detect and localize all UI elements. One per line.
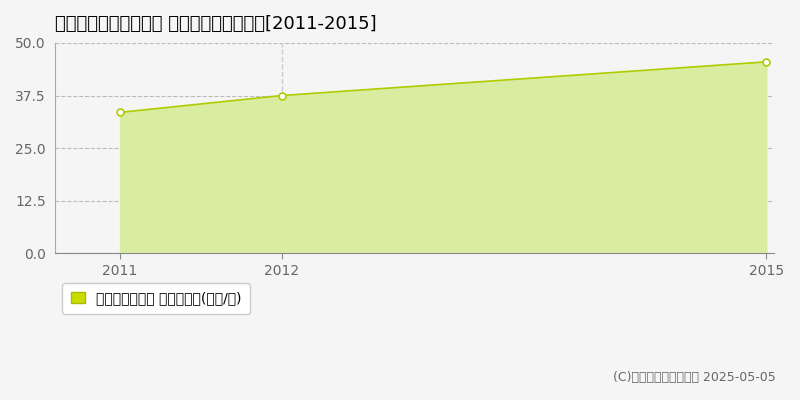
- Legend: マンション価格 平均坪単価(万円/坪): マンション価格 平均坪単価(万円/坪): [62, 283, 250, 314]
- Text: 名古屋市守山区太田井 マンション価格推移[2011-2015]: 名古屋市守山区太田井 マンション価格推移[2011-2015]: [55, 15, 377, 33]
- Text: (C)土地価格ドットコム 2025-05-05: (C)土地価格ドットコム 2025-05-05: [614, 371, 776, 384]
